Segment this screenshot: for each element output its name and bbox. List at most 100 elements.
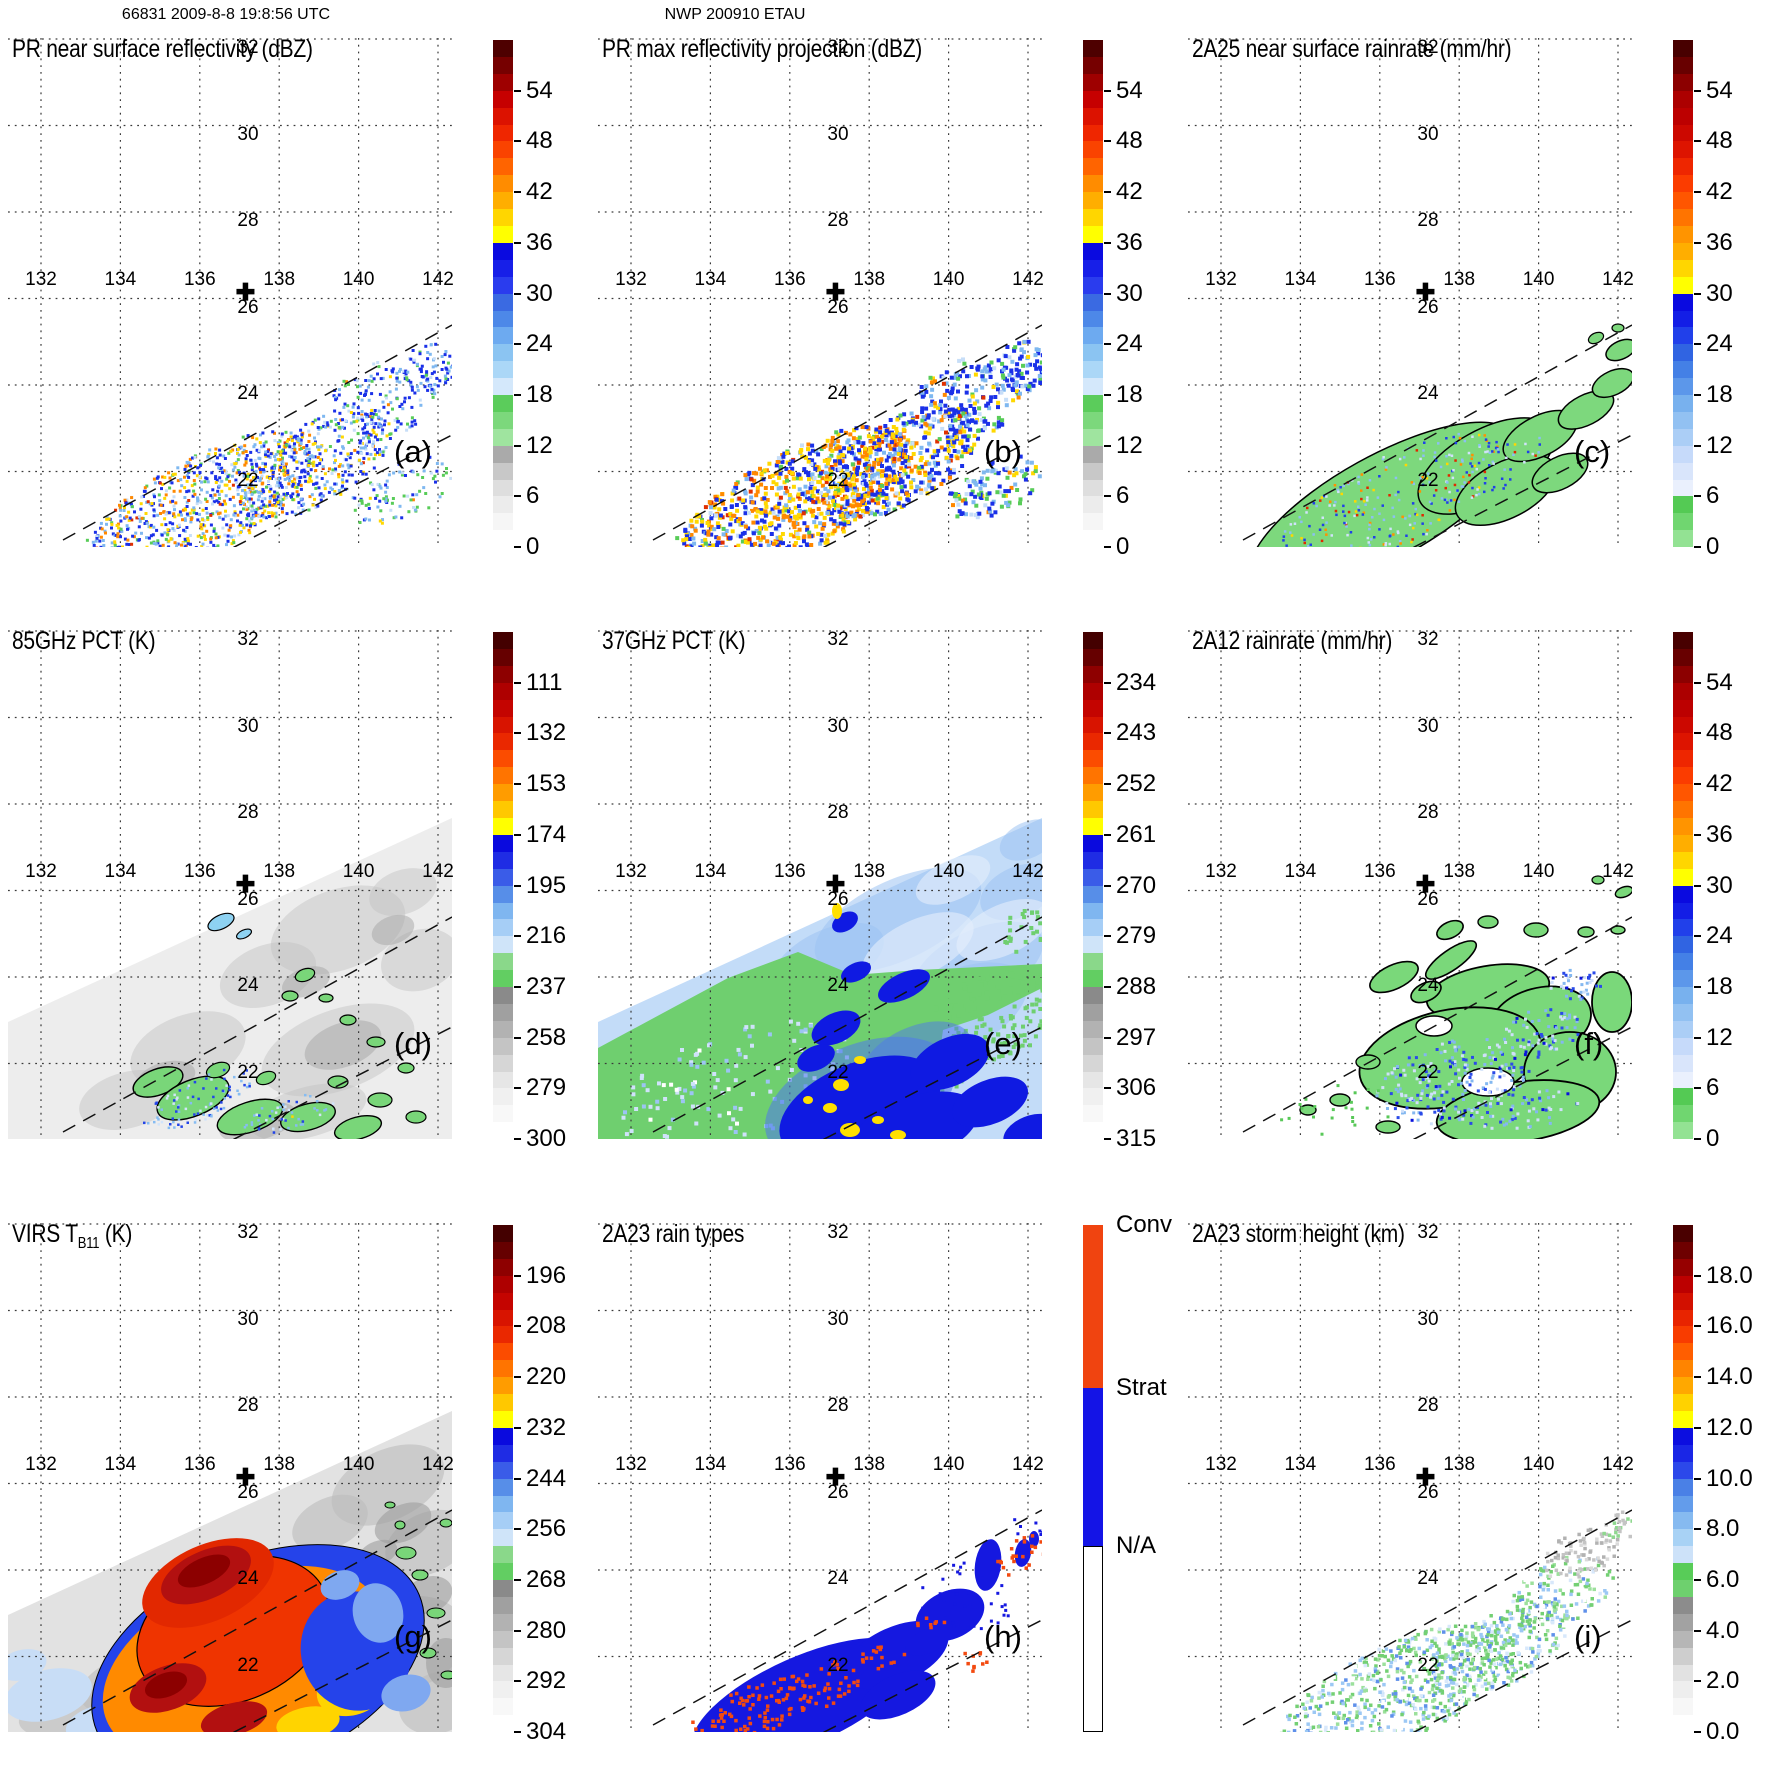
panel-g-virs-tb11: 132 134 136 138 140 142 22 24 26 28 30 32 VIRS TB11… [8,1220,598,1745]
colorbar-tick-label: 258 [526,1023,567,1051]
map-plot: 132 134 136 138 140 142 22 24 26 28 30 32 2A12 rain… [1188,627,1634,1139]
panel-title: 2A23 rain types [602,1220,745,1248]
colorbar-category-label: Strat [1116,1373,1167,1401]
colorbar-tick-mark [1104,732,1111,735]
colorbar-tick-label: 18 [1706,972,1733,1000]
colorbar-tick-label: 42 [1706,770,1733,798]
panel-title: VIRS TB11 (K) [12,1220,133,1252]
colorbar-tick-mark [1694,1274,1701,1277]
colorbar-cells [1083,40,1103,548]
colorbar-tick-mark [1104,985,1111,988]
panel-corner-label: (h) [984,1619,1022,1654]
colorbar-tick-label: 315 [1116,1125,1157,1152]
colorbar-tick-mark [514,1629,521,1632]
colorbar-tick-label: 268 [526,1565,567,1593]
map-plot: 132 134 136 138 140 142 22 24 26 28 30 32 2A23 rain… [598,1220,1044,1732]
colorbar-tick-label: 208 [526,1312,567,1340]
panel-corner-label: (b) [984,434,1022,469]
colorbar-cells [1673,1225,1693,1733]
colorbar-tick-label: 54 [1116,76,1143,104]
colorbar-tick-mark [514,140,521,143]
colorbar-tick-mark [514,1036,521,1039]
colorbar-cells [1673,40,1693,548]
colorbar-tick-label: 16.0 [1706,1312,1753,1340]
colorbar-tick-mark [1694,1578,1701,1581]
colorbar-tick-label: 0 [526,533,540,560]
colorbar-tick-mark [1694,292,1701,295]
colorbar-category-label: N/A [1116,1532,1157,1560]
panel-e-37ghz-pct: 132 134 136 138 140 142 22 24 26 28 30 32 37GHz PCT… [598,627,1188,1152]
colorbar-tick-mark [514,1087,521,1090]
colorbar-tick-mark [1104,444,1111,447]
colorbar-tick-label: 6 [1706,1074,1720,1102]
colorbar: 0.0 2.0 4.0 6.0 8.0 10.0 12.0 14.0 16.0 18.0 [1673,1225,1753,1745]
colorbar-tick-mark [1694,444,1701,447]
colorbar-tick-label: 0 [1706,533,1720,560]
colorbar-tick-mark [514,1680,521,1683]
colorbar-tick-label: 132 [526,719,567,747]
colorbar-tick-label: 12.0 [1706,1413,1753,1441]
colorbar-tick-mark [1694,1325,1701,1328]
colorbar-tick-label: 42 [1116,178,1143,206]
map-art [598,38,1042,547]
colorbar-tick-mark [1694,89,1701,92]
map-art [598,1223,1042,1732]
map-plot: 132 134 136 138 140 142 22 24 26 28 30 32 2A23 stor… [1188,1220,1634,1732]
colorbar-tick-label: 195 [526,871,567,899]
colorbar-tick-label: 256 [526,1515,567,1543]
panel-corner-label: (e) [984,1026,1022,1061]
colorbar: 0 6 12 18 24 30 36 42 48 54 [1673,632,1733,1152]
colorbar-tick-label: 12 [1116,431,1143,459]
colorbar-tick-label: 54 [1706,668,1733,696]
colorbar-tick-mark [514,393,521,396]
storm-center-marker-icon [826,1467,845,1486]
colorbar-tick-mark [1104,495,1111,498]
colorbar-tick-label: 36 [1116,228,1143,256]
colorbar-tick-label: 42 [1706,178,1733,206]
colorbar-tick-label: 18 [1706,380,1733,408]
colorbar-tick-mark [1694,241,1701,244]
colorbar-tick-label: 36 [1706,820,1733,848]
colorbar-tick-label: 174 [526,820,567,848]
colorbar-tick-mark [514,935,521,938]
colorbar-tick-mark [1104,393,1111,396]
panel-title: 2A12 rainrate (mm/hr) [1192,627,1393,655]
colorbar: 0 6 12 18 24 30 36 42 48 54 [1083,40,1143,560]
colorbar-tick-label: 24 [1706,922,1733,950]
colorbar-category-label: Conv [1116,1211,1173,1238]
header-nwp-label: NWP 200910 ETAU [664,6,806,23]
colorbar-tick-mark [514,783,521,786]
colorbar-tick-mark [1694,1731,1701,1733]
colorbar-tick-mark [1104,1036,1111,1039]
panel-i-2a23-storm-height: 132 134 136 138 140 142 22 24 26 28 30 32 2A23 stor… [1188,1220,1771,1745]
colorbar-tick-label: 216 [526,922,567,950]
colorbar-cells [493,632,513,1140]
colorbar-tick-mark [1694,1087,1701,1090]
panel-c-2a25-rainrate: 132 134 136 138 140 142 22 24 26 28 30 32 2A25 near… [1188,35,1771,560]
colorbar-tick-label: 24 [1116,330,1143,358]
colorbar-tick-label: 12 [1706,431,1733,459]
colorbar-tick-mark [1694,1477,1701,1480]
colorbar-tick-label: 270 [1116,871,1157,899]
colorbar-tick-mark [514,1731,521,1733]
storm-center-marker-icon [826,282,845,301]
colorbar-tick-label: 6 [526,482,540,510]
colorbar-cells [1673,632,1693,1140]
colorbar-tick-mark [514,833,521,836]
panel-title: 2A25 near surface rainrate (mm/hr) [1192,35,1512,63]
colorbar-tick-mark [1694,140,1701,143]
colorbar-tick-mark [514,681,521,684]
colorbar-tick-label: 234 [1116,668,1157,696]
colorbar-tick-label: 6.0 [1706,1565,1740,1593]
colorbar-tick-label: 54 [1706,76,1733,104]
colorbar-tick-mark [1694,935,1701,938]
panel-a-pr-near-surface-reflectivity: 132 134 136 138 140 142 22 24 26 28 30 32 PR near s… [8,35,598,560]
colorbar-tick-label: 243 [1116,719,1157,747]
colorbar-tick-label: 0 [1706,1125,1720,1152]
panel-b-pr-max-reflectivity: 132 134 136 138 140 142 22 24 26 28 30 32 PR max re… [598,35,1188,560]
colorbar-tick-mark [1104,783,1111,786]
colorbar: 300 279 258 237 216 195 174 153 132 111 [493,632,566,1152]
colorbar-tick-mark [1104,343,1111,346]
map-plot: 132 134 136 138 140 142 22 24 26 28 30 32 PR near s… [8,35,454,547]
colorbar-tick-label: 6 [1116,482,1130,510]
